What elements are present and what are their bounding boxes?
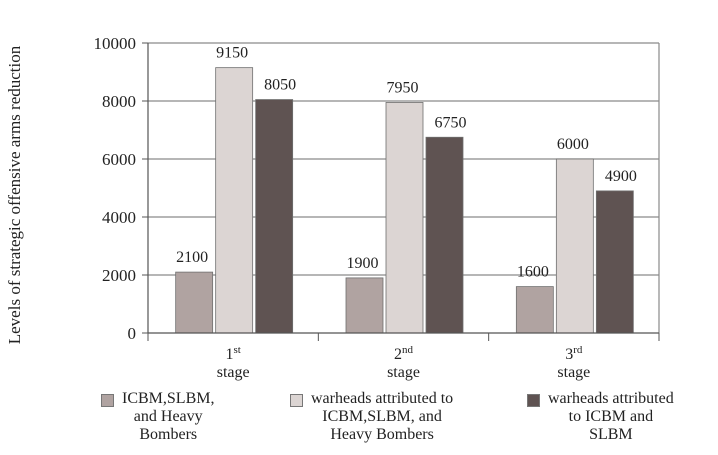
axis-layer: 02000400060008000100001ststage2ndstage3r…: [94, 34, 660, 381]
x-tick-label-stage: stage: [217, 364, 250, 381]
data-label: 2100: [176, 249, 208, 266]
chart-plot: 2100 9150 8050 1900 7950 6750 1600 6000 4900 0 20…: [5, 34, 660, 381]
data-label: 9150: [216, 45, 248, 62]
data-label: 1600: [517, 264, 549, 281]
legend-label: ICBM,SLBM, and Heavy Bombers: [122, 390, 215, 443]
y-tick-label: 0: [128, 324, 137, 343]
bar: [425, 136, 464, 334]
data-label: 8050: [264, 77, 296, 94]
bar: [555, 158, 594, 334]
legend-swatch: [527, 394, 540, 407]
y-tick-label: 8000: [102, 92, 136, 111]
x-tick-label: 2nd: [394, 344, 414, 363]
data-label: 4900: [605, 168, 637, 185]
legend-swatch: [290, 394, 303, 407]
bar: [385, 102, 424, 334]
bar: [595, 190, 634, 334]
legend-item: warheads attributed to ICBM,SLBM, and He…: [290, 390, 515, 444]
legend: ICBM,SLBM, and Heavy Bombers warheads att…: [0, 390, 718, 455]
x-tick-label: 3rd: [565, 344, 583, 363]
legend-item: warheads attributed to ICBM and SLBM: [527, 390, 717, 444]
bar: [175, 271, 214, 334]
x-tick-label-stage: stage: [387, 364, 420, 381]
y-tick-label: 10000: [94, 34, 137, 53]
x-tick-label-stage: stage: [557, 364, 590, 381]
bar: [215, 67, 254, 334]
data-label: 6000: [557, 136, 589, 153]
data-label: 6750: [435, 114, 467, 131]
bar: [345, 277, 384, 334]
bar: [255, 99, 294, 334]
legend-swatch: [101, 394, 114, 407]
y-tick-label: 4000: [102, 208, 136, 227]
y-tick-label: 6000: [102, 150, 136, 169]
legend-item: ICBM,SLBM, and Heavy Bombers: [101, 390, 251, 444]
legend-label: warheads attributed to ICBM,SLBM, and He…: [311, 390, 454, 443]
data-label: 1900: [347, 255, 379, 272]
x-tick-label: 1st: [225, 344, 240, 363]
bar: [515, 286, 554, 334]
data-label: 7950: [387, 79, 419, 96]
y-tick-label: 2000: [102, 266, 136, 285]
y-axis-label: Levels of strategic offensive arms reduc…: [5, 45, 24, 344]
legend-label: warheads attributed to ICBM and SLBM: [548, 390, 674, 443]
bars-layer: [175, 67, 634, 334]
data-labels-layer: 2100 9150 8050 1900 7950 6750 1600 6000 4900: [176, 45, 637, 281]
